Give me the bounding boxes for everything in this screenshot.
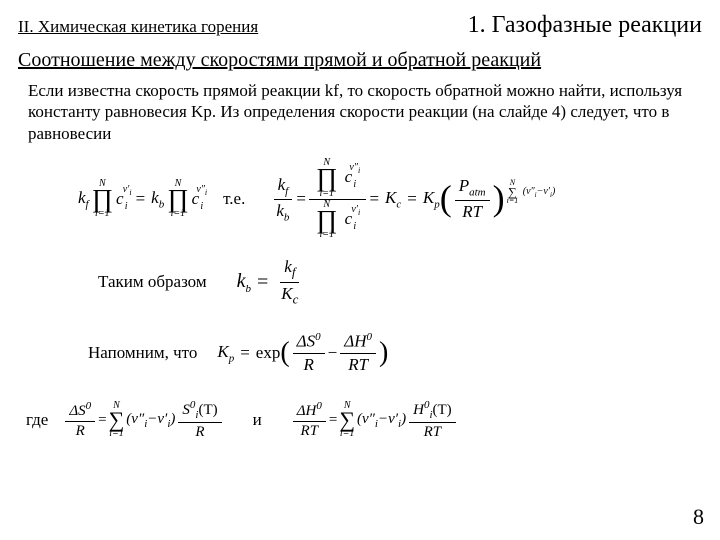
equation-row-3: Напомним, что Kp = exp ( ΔS0 R − ΔH0 RT … [18, 330, 702, 376]
i-label: и [253, 410, 262, 430]
page-title: 1. Газофазные реакции [468, 12, 702, 39]
breadcrumb-section: II. Химическая кинетика горения [18, 17, 258, 37]
eq2: kf kb = N∏i=1 ciν″i N∏i=1 ciν′i = Kc = K… [269, 158, 555, 241]
eq3: kb = kf Kc [237, 256, 306, 308]
takim-label: Таким образом [98, 272, 207, 292]
eq1-left: kf N∏i=1 ciν′i = kb N∏i=1 ciν″i [78, 179, 199, 220]
napomnim-label: Напомним, что [88, 343, 197, 363]
eq6: ΔH0 RT = N∑i=1 (ν″i−ν′i) H0i(T) RT [290, 398, 459, 443]
subtitle: Соотношение между скоростями прямой и об… [18, 49, 702, 72]
equation-row-2: Таким образом kb = kf Kc [18, 256, 702, 308]
eq5: ΔS0 R = N∑i=1 (ν″i−ν′i) S0i(T) R [62, 398, 224, 443]
gde-label: где [26, 410, 48, 430]
equation-row-1: kf N∏i=1 ciν′i = kb N∏i=1 ciν″i т.е. kf … [18, 158, 702, 241]
page-number: 8 [693, 504, 704, 530]
eq4: Kp = exp ( ΔS0 R − ΔH0 RT ) [217, 330, 388, 376]
te-label: т.е. [223, 189, 245, 209]
equation-row-4: где ΔS0 R = N∑i=1 (ν″i−ν′i) S0i(T) R и Δ… [18, 398, 702, 443]
intro-paragraph: Если известна скорость прямой реакции kf… [28, 80, 702, 144]
